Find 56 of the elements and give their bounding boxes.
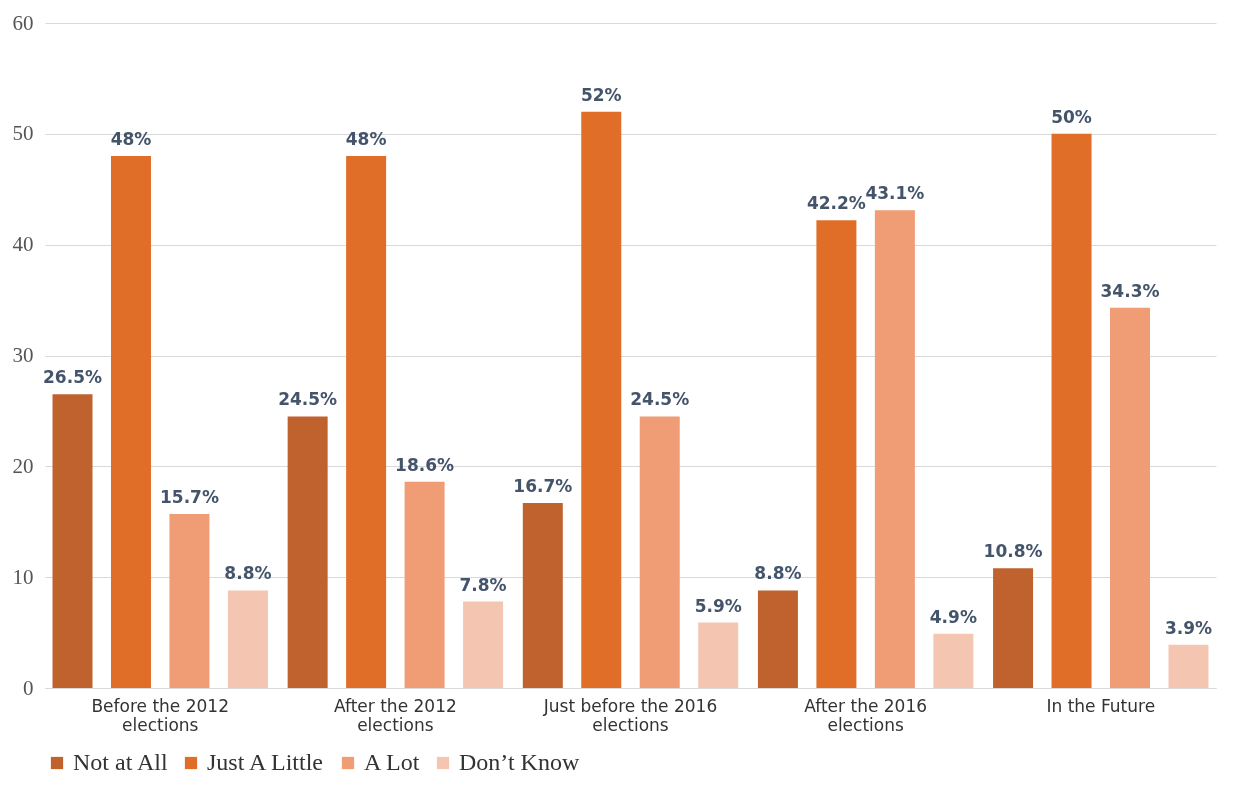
bar xyxy=(874,210,915,688)
bar xyxy=(1110,307,1151,688)
data-label: 3.9% xyxy=(1164,617,1213,638)
data-label: 50% xyxy=(1051,106,1092,127)
y-tick-label: 50 xyxy=(12,121,34,146)
data-label: 34.3% xyxy=(1100,280,1160,301)
bar xyxy=(933,633,974,688)
data-label: 24.5% xyxy=(278,389,338,410)
data-label: 8.8% xyxy=(754,563,802,584)
legend-label: Just A Little xyxy=(207,749,324,775)
bar xyxy=(522,502,563,688)
x-tick-label: After the 2016 elections xyxy=(804,695,928,735)
data-label: 15.7% xyxy=(159,486,219,507)
bar xyxy=(463,601,504,688)
data-label: 43.1% xyxy=(865,183,925,204)
data-label: 42.2% xyxy=(806,193,866,214)
bar xyxy=(1051,133,1092,688)
data-label: 4.9% xyxy=(929,606,977,627)
data-label: 5.9% xyxy=(694,595,742,616)
bar xyxy=(52,394,93,688)
data-label: 18.6% xyxy=(395,454,455,475)
bar xyxy=(639,416,680,688)
bar xyxy=(698,622,739,688)
data-label: 48% xyxy=(110,129,152,149)
bar xyxy=(757,590,798,688)
bar xyxy=(110,156,151,688)
legend-label: Don’t Know xyxy=(459,749,580,775)
bar xyxy=(287,416,328,688)
legend-label: A Lot xyxy=(364,749,420,775)
bar xyxy=(169,513,210,688)
data-label: 8.8% xyxy=(224,563,272,584)
bar xyxy=(227,590,268,688)
y-tick-label: 30 xyxy=(12,343,34,367)
y-tick-label: 60 xyxy=(12,10,34,35)
data-label: 7.8% xyxy=(459,574,507,595)
data-label: 16.7% xyxy=(513,475,573,496)
legend-label: Not at All xyxy=(73,749,168,775)
bar xyxy=(404,481,445,688)
y-tick-label: 40 xyxy=(12,232,34,257)
bar xyxy=(816,220,857,688)
data-label: 24.5% xyxy=(630,389,690,410)
data-label: 26.5% xyxy=(43,367,102,388)
bar xyxy=(581,111,622,688)
x-tick-label: After the 2012 elections xyxy=(333,695,457,735)
y-tick-label: 0 xyxy=(23,675,34,700)
x-tick-label: Just before the 2016 elections xyxy=(542,695,718,735)
y-tick-label: 10 xyxy=(12,564,34,589)
data-label: 48% xyxy=(345,129,387,149)
x-tick-label: In the Future xyxy=(1046,695,1156,716)
bar xyxy=(346,156,387,688)
bar xyxy=(1168,644,1209,688)
x-tick-label: Before the 2012 elections xyxy=(91,695,229,735)
y-tick-label: 20 xyxy=(12,453,34,478)
data-label: 52% xyxy=(580,84,622,105)
bar xyxy=(993,568,1034,688)
data-label: 10.8% xyxy=(983,541,1043,562)
